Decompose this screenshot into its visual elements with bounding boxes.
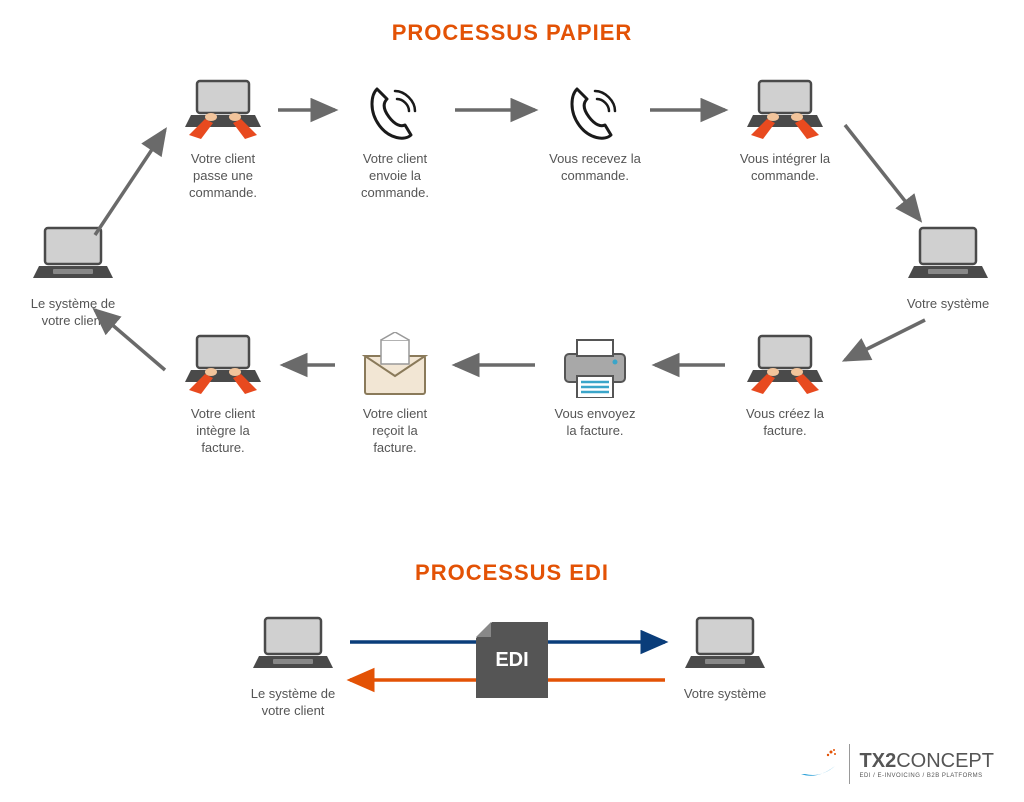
flow-arrow bbox=[845, 320, 925, 360]
flow-arrow bbox=[95, 310, 165, 370]
flow-arrow bbox=[95, 130, 165, 235]
brand-logo: TX2CONCEPT EDI / E-INVOICING / B2B PLATF… bbox=[799, 744, 994, 784]
edi-label: EDI bbox=[495, 649, 528, 672]
edi-file-icon: EDI bbox=[476, 622, 548, 698]
logo-rest: CONCEPT bbox=[896, 750, 994, 772]
logo-tagline: EDI / E-INVOICING / B2B PLATFORMS bbox=[860, 773, 994, 779]
logo-swoosh-icon bbox=[799, 744, 839, 784]
flow-arrow bbox=[845, 125, 920, 220]
logo-bold: TX2 bbox=[860, 750, 897, 772]
